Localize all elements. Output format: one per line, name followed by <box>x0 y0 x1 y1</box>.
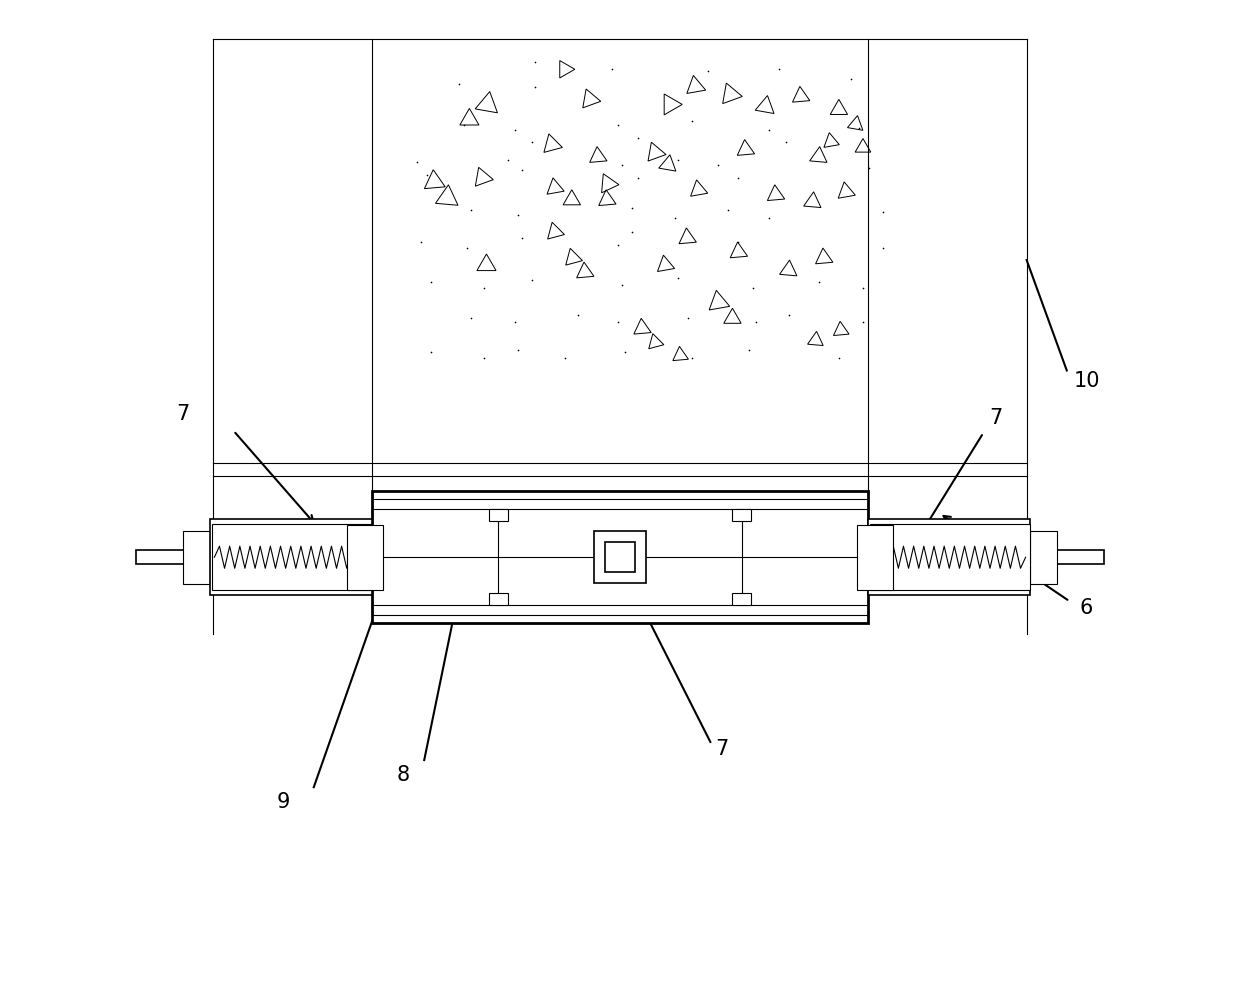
Text: 6: 6 <box>1080 598 1094 618</box>
Bar <box>870 525 1029 591</box>
Bar <box>372 491 868 624</box>
Bar <box>490 594 507 606</box>
Bar <box>605 543 635 573</box>
Bar <box>212 525 372 591</box>
Text: 10: 10 <box>1074 370 1100 390</box>
Bar <box>136 551 186 565</box>
Text: 7: 7 <box>715 738 729 758</box>
Bar <box>347 526 383 590</box>
Bar <box>594 532 646 584</box>
Text: 7: 7 <box>990 407 1003 427</box>
Bar <box>857 526 893 590</box>
Bar <box>184 531 211 585</box>
Bar <box>733 594 750 606</box>
Text: 8: 8 <box>397 764 410 784</box>
Text: 7: 7 <box>176 403 190 423</box>
Text: 9: 9 <box>277 791 290 811</box>
Bar <box>1029 531 1056 585</box>
Bar <box>868 520 1029 596</box>
Bar <box>211 520 372 596</box>
Bar <box>1054 551 1104 565</box>
Bar <box>733 510 750 522</box>
Bar <box>490 510 507 522</box>
